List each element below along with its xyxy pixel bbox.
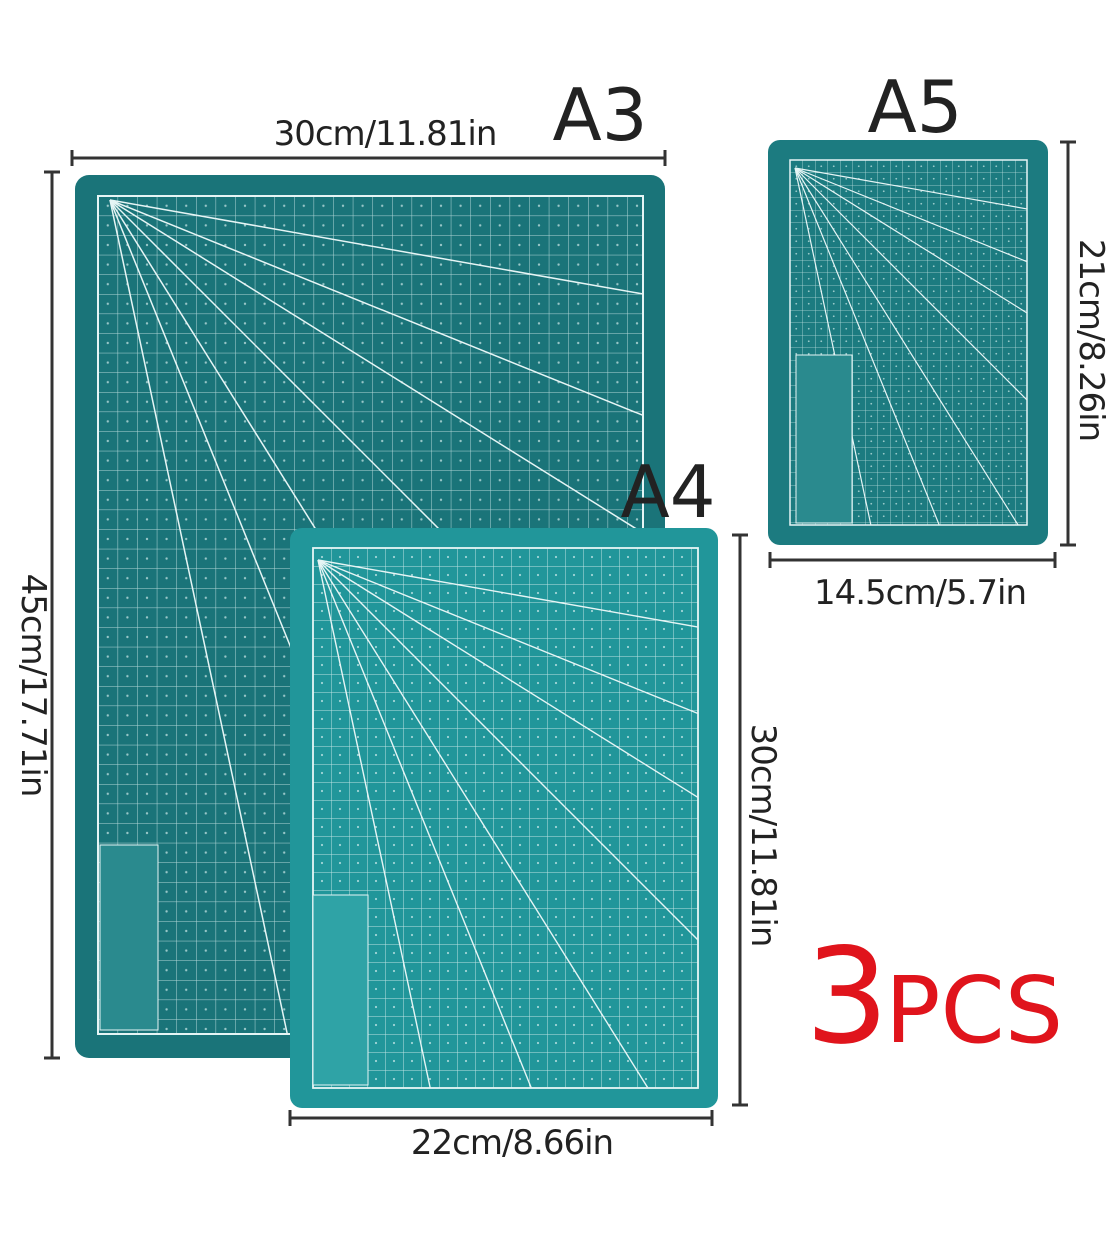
- angle-line: [317, 559, 532, 1089]
- angle-line: [317, 559, 699, 799]
- angle-line: [317, 559, 699, 941]
- angle-line: [317, 559, 649, 1089]
- angle-lines: [317, 559, 699, 1089]
- size-label: A3: [552, 73, 647, 157]
- angle-line: [317, 559, 699, 628]
- dimension-lines: [44, 140, 1076, 1126]
- angle-line: [794, 167, 1028, 263]
- angle-line: [317, 559, 431, 1089]
- angle-line: [794, 167, 872, 526]
- angle-line: [109, 199, 644, 295]
- angle-line: [794, 167, 1028, 314]
- angle-line: [794, 167, 940, 526]
- angle-line: [109, 199, 289, 1035]
- size-label: A4: [620, 450, 715, 534]
- angle-line: [109, 199, 644, 534]
- width-label: 22cm/8.66in: [411, 1123, 613, 1163]
- width-label: 14.5cm/5.7in: [814, 573, 1026, 613]
- angle-line: [794, 167, 1028, 401]
- height-label: 21cm/8.26in: [1071, 239, 1110, 441]
- angle-line: [794, 167, 1028, 210]
- height-label: 45cm/17.71in: [13, 574, 53, 797]
- angle-lines: [794, 167, 1028, 526]
- height-label: 30cm/11.81in: [743, 724, 783, 947]
- angle-line: [109, 199, 644, 417]
- quantity-number: 3: [805, 920, 889, 1074]
- angle-line: [317, 559, 699, 715]
- mat-a4: [290, 528, 718, 1108]
- size-label: A5: [867, 65, 962, 149]
- angle-line: [794, 167, 1019, 526]
- width-label: 30cm/11.81in: [274, 114, 497, 154]
- mat-a5: [768, 140, 1048, 545]
- quantity-unit: PCS: [885, 957, 1063, 1064]
